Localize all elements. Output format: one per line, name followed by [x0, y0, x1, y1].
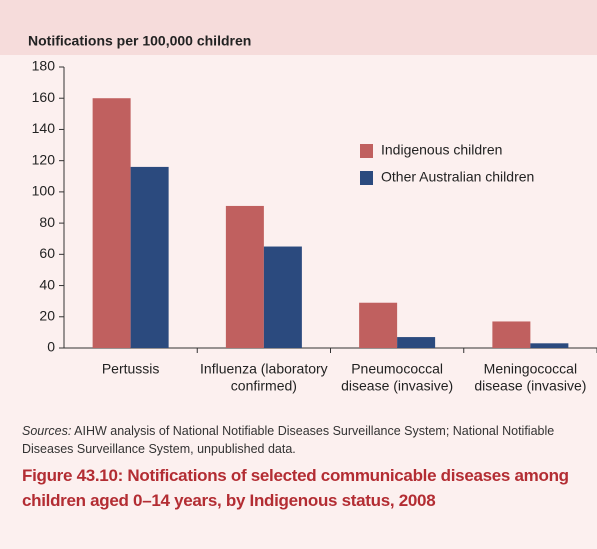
y-tick-label: 80 [39, 214, 55, 230]
sources-text: AIHW analysis of National Notifiable Dis… [22, 424, 555, 456]
y-tick-label: 40 [39, 276, 55, 292]
y-tick-label: 180 [32, 58, 56, 74]
legend-label: Indigenous children [381, 142, 502, 158]
x-tick-label: confirmed) [231, 378, 297, 394]
bar [225, 205, 264, 348]
y-tick-label: 0 [47, 339, 55, 355]
y-tick-label: 120 [32, 151, 56, 167]
bar [530, 343, 569, 348]
legend-label: Other Australian children [381, 169, 534, 185]
figure-caption: Figure 43.10: Notifications of selected … [22, 466, 569, 510]
bar [92, 98, 131, 348]
legend-swatch [360, 171, 373, 185]
x-tick-label: disease (invasive) [341, 378, 453, 394]
chart: Notifications per 100,000 children 0 20 40… [0, 0, 597, 394]
bar [397, 337, 436, 348]
y-tick-label: 140 [32, 120, 56, 136]
header-band [0, 0, 597, 55]
x-tick-label: Pneumococcal [351, 361, 443, 377]
bar [359, 302, 398, 348]
bar [130, 166, 169, 348]
x-tick-label: disease (invasive) [474, 378, 586, 394]
x-tick-label: Influenza (laboratory [200, 361, 328, 377]
bar [492, 321, 531, 348]
sources-note: Sources: AIHW analysis of National Notif… [22, 422, 582, 458]
y-tick-label: 100 [32, 183, 56, 199]
x-tick-label: Meningococcal [484, 361, 577, 377]
legend-swatch [360, 144, 373, 158]
sources-label: Sources: [22, 424, 72, 438]
y-tick-label: 20 [39, 307, 55, 323]
y-axis-title: Notifications per 100,000 children [28, 33, 251, 49]
x-tick-label: Pertussis [102, 361, 160, 377]
bar [263, 246, 302, 348]
y-tick-label: 60 [39, 245, 55, 261]
y-tick-label: 160 [32, 89, 56, 105]
